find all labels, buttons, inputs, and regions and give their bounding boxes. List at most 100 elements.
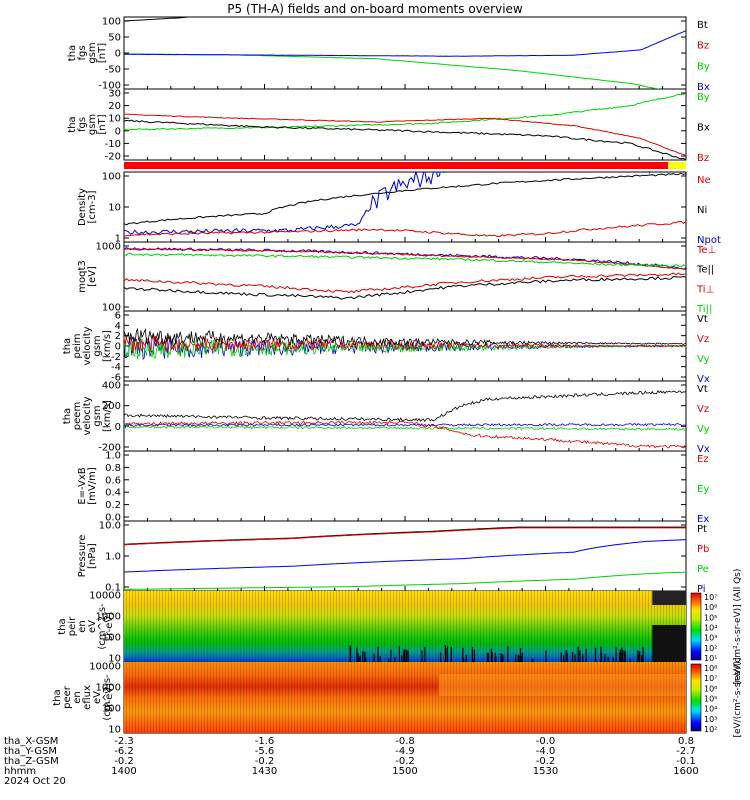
spectrogram-peir-gap: [520, 656, 522, 662]
series-pt: [124, 526, 686, 546]
spectrogram-peir-gap: [362, 651, 364, 662]
colorbar-tick-1-2: 10⁶: [704, 684, 717, 693]
colorbar-label-1: [eV/(cm²-s-sr-eV)]: [733, 657, 743, 737]
y-tick-label-efield-5: 0.0: [105, 513, 121, 524]
y-tick-label-temp-1: 100: [102, 303, 121, 314]
y-axis-label-fgs_dsl-2: gsm: [87, 114, 98, 135]
series-bx: [124, 119, 686, 160]
series-ti-perp: [124, 272, 686, 294]
spectrogram-peir-gap: [471, 647, 474, 662]
spectrogram-peir-gap: [621, 658, 624, 662]
spectrogram-peir-gap: [502, 654, 504, 662]
x-tick-label-t-2: 1500: [392, 766, 418, 777]
x-tick-label-y-2: -4.9: [395, 746, 415, 757]
spectrogram-peir-gap: [401, 655, 403, 662]
spectrogram-peir-gap: [571, 652, 574, 662]
legend-peem_vel-vt: Vt: [697, 384, 708, 395]
spectrogram-peir-gap: [407, 650, 409, 662]
y-axis-label-peir-2: en: [77, 620, 88, 633]
y-axis-label-fgs_mag-0: tha: [67, 45, 78, 61]
series-group-density: [124, 172, 686, 238]
quality-flag-bar: [124, 162, 668, 169]
y-tick-label-fgs_mag-2: 0: [115, 49, 121, 60]
y-tick-label-peer-2: 100: [102, 704, 121, 715]
y-tick-label-density-2: 1: [115, 234, 121, 245]
spectrogram-peir-gap: [490, 648, 492, 662]
spectrogram-peir-dark-block: [652, 625, 686, 662]
y-axis-label-efield-1: [mV/m]: [87, 467, 98, 505]
spectrogram-peir-gap: [462, 647, 464, 662]
spectrogram-peir-gaps: [349, 591, 686, 662]
y-axis-label-peer-1: peer: [62, 685, 73, 709]
x-tick-label-t-4: 1600: [673, 766, 699, 777]
y-axis-label-peem_vel-4: [km/s]: [102, 400, 113, 432]
colorbar-tick-1-1: 10⁷: [704, 674, 717, 683]
spectrogram-peir-gap: [637, 650, 639, 662]
y-axis-label-peir-1: peir: [67, 616, 78, 636]
legend-temp-ti||: Ti||: [696, 304, 712, 315]
y-axis-label-peer-6: sr-eV): [104, 683, 115, 712]
series-bx: [124, 30, 686, 57]
y-axis-label-fgs_mag-2: gsm: [87, 42, 98, 63]
spectrogram-peir-gap: [377, 646, 379, 662]
x-tick-label-z-1: -0.2: [254, 756, 275, 767]
y-axis-label-peim_vel-2: velocity: [82, 326, 93, 365]
x-row-label-2: tha_Z-GSM: [4, 756, 59, 767]
y-axis-label-peem_vel-1: peem: [72, 402, 83, 430]
legend-peem_vel-vy: Vy: [697, 424, 710, 435]
spectrogram-peir-gap: [620, 657, 622, 662]
y-tick-label-peir-2: 100: [102, 633, 121, 644]
spectrogram-peir-gap: [487, 652, 489, 662]
y-tick-label-fgs_dsl-5: -20: [105, 152, 121, 163]
y-axis-label-density-0: Density: [77, 188, 88, 226]
series-vt: [124, 389, 686, 423]
series-bz: [124, 113, 686, 157]
y-tick-label-fgs_mag-4: -100: [98, 81, 121, 92]
series-ne: [124, 220, 686, 238]
y-tick-label-temp-0: 1000: [96, 242, 121, 253]
spectrogram-peir-gap: [560, 652, 562, 662]
spectrogram-peir-gap: [531, 658, 533, 662]
legend-peem_vel-vx: Vx: [697, 444, 710, 455]
spectrogram-peir-gap: [439, 652, 442, 662]
spectrogram-peir-gap: [501, 654, 503, 662]
x-tick-label-y-4: -2.7: [676, 746, 696, 757]
legend-fgs_dsl-by: By: [697, 92, 710, 103]
panel-frame-efield: [123, 450, 687, 522]
series-vz: [124, 334, 686, 353]
colorbar-tick-0-2: 10⁵: [704, 613, 717, 622]
y-tick-label-peir-0: 10000: [89, 591, 121, 602]
spectrogram-peir-gap: [486, 652, 489, 662]
y-tick-label-pressure-0: 10.0: [99, 521, 121, 532]
y-tick-label-peer-0: 10000: [89, 662, 121, 673]
y-tick-label-peim_vel-6: -6: [111, 373, 121, 384]
x-tick-label-y-3: -4.0: [535, 746, 556, 757]
spectrogram-peir-gap: [404, 650, 406, 662]
spectrogram-peir-gap: [615, 647, 617, 662]
series-group-temp: [124, 247, 686, 300]
spectrogram-peir-gap: [379, 656, 381, 662]
spectrogram-peir-gap: [358, 657, 360, 662]
spectrogram-peir-gap: [388, 658, 390, 662]
y-tick-label-fgs_mag-0: 100: [102, 17, 121, 28]
spectrogram-peir-gap: [473, 649, 476, 662]
spectrogram-peir-gap: [364, 651, 366, 662]
y-tick-label-efield-3: 0.4: [105, 488, 121, 499]
x-tick-label-x-3: -0.0: [535, 736, 556, 747]
y-tick-label-peim_vel-2: 2: [115, 331, 121, 342]
y-tick-label-peer-3: 10: [108, 725, 121, 736]
spectrogram-peir-gap: [585, 648, 587, 662]
y-axis-label-peir-4: (cm^2-s-: [97, 603, 108, 650]
legend-efield-ey: Ey: [697, 484, 709, 495]
legend-density-npot: Npot: [697, 235, 721, 246]
legend-density-ni: Ni: [697, 205, 707, 216]
colorbar-tick-1-6: 10²: [704, 725, 717, 734]
y-tick-label-efield-1: 0.8: [105, 463, 121, 474]
y-tick-label-fgs_dsl-4: -10: [105, 139, 121, 150]
y-tick-label-fgs_dsl-3: 0: [115, 126, 121, 137]
spectrogram-peir-gap: [638, 653, 640, 662]
spectrogram-peir-gap: [394, 656, 396, 662]
panel-frame-temp: [123, 241, 687, 312]
legend-peim_vel-vy: Vy: [697, 354, 710, 365]
x-tick-label-z-3: -0.2: [535, 756, 556, 767]
